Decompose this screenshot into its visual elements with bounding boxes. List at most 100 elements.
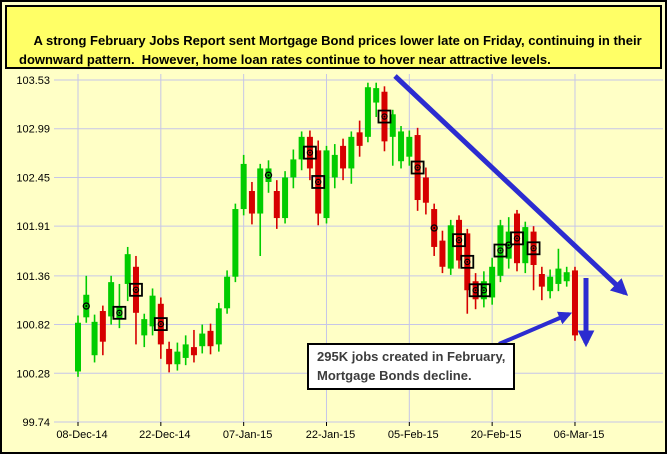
square-event-marker-icon [311, 175, 326, 189]
candle-body [323, 150, 330, 219]
candle-body [108, 282, 115, 317]
y-axis-tick-label: 99.74 [22, 417, 50, 429]
candle-body [207, 330, 214, 347]
candle-body [141, 319, 148, 336]
candle-body [406, 136, 413, 157]
candle-body [571, 270, 578, 336]
square-event-marker-icon [460, 254, 475, 269]
candle-body [364, 87, 371, 137]
candle-body [431, 209, 438, 247]
candle-body [513, 213, 520, 264]
callout-box: 295K jobs created in February, Mortgage … [307, 343, 516, 390]
candle-body [265, 168, 272, 182]
candle-body [290, 159, 297, 178]
candle-body [75, 322, 81, 372]
candle-body [389, 114, 396, 137]
candle-body [273, 190, 280, 219]
candle-body [373, 88, 380, 103]
candle-body [190, 347, 197, 356]
candle-body [298, 136, 305, 160]
candle-body [422, 177, 429, 203]
candle-body [83, 294, 90, 318]
candle-body [306, 136, 313, 169]
headline-text: A strong February Jobs Report sent Mortg… [19, 33, 646, 67]
candle-body [547, 276, 554, 292]
candle-body [447, 225, 454, 269]
candle-body [480, 281, 487, 300]
candle-body [340, 145, 347, 169]
callout-line-1: 295K jobs created in February, [317, 349, 506, 364]
candle-body [215, 308, 222, 345]
candle-body [91, 321, 98, 356]
y-axis-tick-label: 100.82 [16, 320, 50, 332]
candle-body [356, 132, 363, 146]
downtrend-arrow-icon [393, 74, 629, 296]
y-axis-tick-label: 101.91 [16, 221, 50, 233]
candle-body [414, 135, 421, 201]
circle-event-marker-icon [505, 241, 513, 249]
candle-body [331, 154, 338, 178]
candle-body [282, 177, 289, 219]
candle-body [522, 227, 529, 264]
candle-body [505, 231, 512, 259]
candle-body [464, 233, 471, 291]
candle-body [149, 295, 156, 327]
y-axis-tick-label: 101.36 [16, 271, 50, 283]
candle-body [398, 131, 405, 162]
square-event-marker-icon [452, 233, 466, 248]
headline-box: A strong February Jobs Report sent Mortg… [5, 5, 662, 69]
candle-body [439, 240, 446, 267]
candle-body [232, 209, 239, 277]
y-axis-tick-label: 102.45 [16, 172, 50, 184]
square-event-marker-icon [129, 282, 143, 297]
square-event-marker-icon [468, 283, 483, 298]
x-axis-tick-label: 22-Jan-15 [306, 429, 356, 441]
candle-body [240, 163, 247, 210]
square-event-marker-icon [493, 243, 508, 258]
candle-body [124, 254, 131, 284]
circle-event-marker-icon [430, 224, 438, 232]
candle-body [489, 266, 496, 298]
candle-body [257, 168, 264, 214]
candle-body [497, 225, 504, 276]
square-event-marker-icon [377, 109, 392, 124]
circle-event-marker-icon [82, 302, 90, 310]
candle-body [315, 150, 322, 214]
x-axis-tick-label: 05-Feb-15 [388, 429, 439, 441]
x-axis-tick-label: 08-Dec-14 [56, 429, 107, 441]
candle-body [248, 190, 255, 214]
circle-event-marker-icon [264, 171, 273, 179]
candle-body [166, 348, 173, 365]
candle-body [381, 91, 388, 142]
square-event-marker-icon [303, 145, 317, 160]
square-event-marker-icon [112, 305, 127, 320]
candle-body [99, 311, 106, 342]
x-axis-tick-label: 07-Jan-15 [223, 429, 273, 441]
y-axis-tick-label: 102.99 [16, 124, 50, 136]
y-axis-tick-label: 100.28 [16, 368, 50, 380]
candle-body [132, 266, 139, 313]
square-event-marker-icon [410, 160, 425, 175]
square-event-marker-icon [476, 283, 491, 298]
x-axis-tick-label: 22-Dec-14 [139, 429, 190, 441]
candles-layer [75, 82, 578, 377]
annotation-arrows-layer [393, 74, 629, 348]
square-event-marker-icon [153, 317, 168, 331]
candle-body [472, 281, 479, 300]
callout-line-2: Mortgage Bonds decline. [317, 368, 472, 383]
event-markers-layer [82, 109, 541, 331]
candle-body [224, 276, 231, 309]
x-axis-tick-label: 06-Mar-15 [554, 429, 605, 441]
candle-body [199, 333, 206, 347]
candle-body [530, 231, 537, 265]
candle-body [116, 306, 123, 320]
candle-body [538, 274, 545, 287]
x-axis-tick-label: 20-Feb-15 [471, 429, 522, 441]
candle-body [182, 344, 189, 358]
square-event-marker-icon [510, 231, 524, 246]
candle-body [348, 136, 355, 169]
candle-body [563, 272, 570, 282]
candle-body [456, 219, 463, 261]
candle-body [157, 303, 164, 345]
